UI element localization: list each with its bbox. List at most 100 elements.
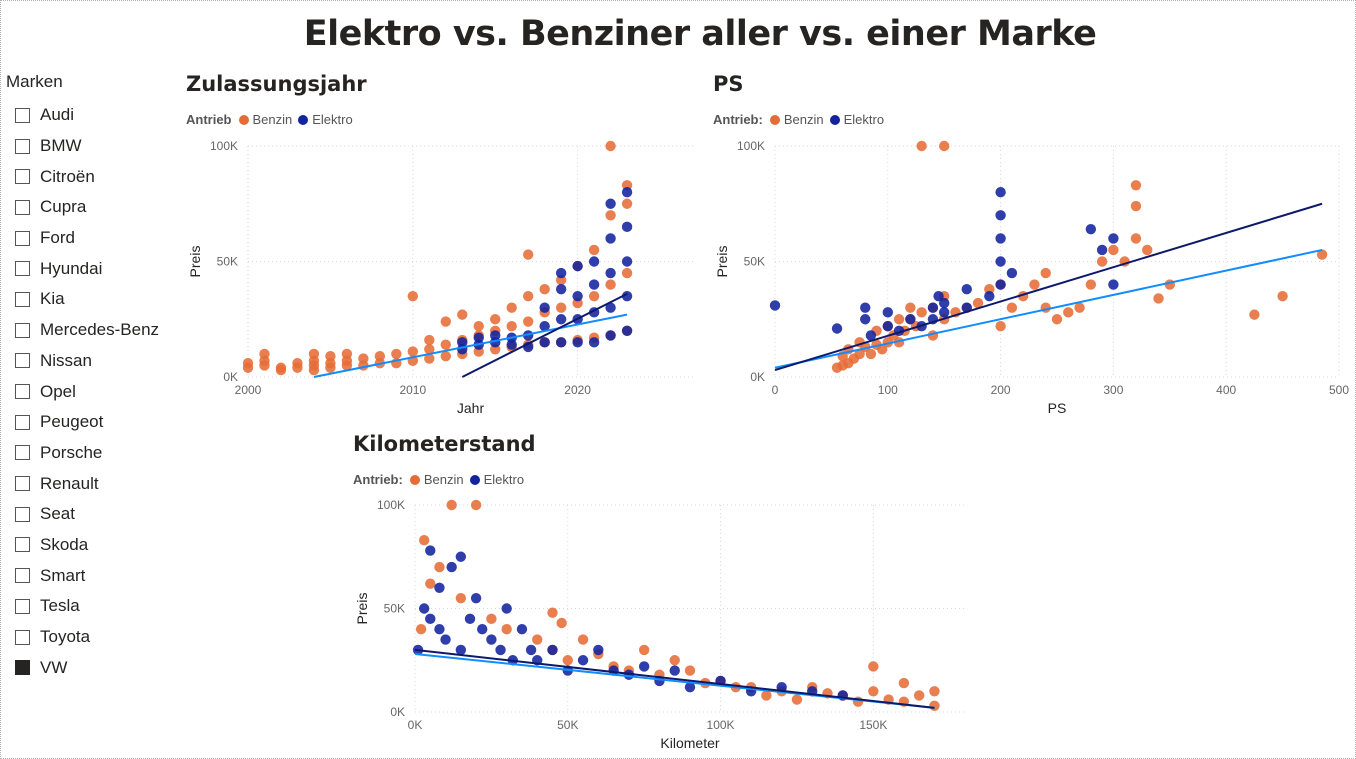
slicer-item-toyota[interactable]: Toyota [6,622,176,653]
chart-title: Kilometerstand [353,432,536,456]
data-point [929,700,940,711]
data-point [547,644,558,656]
data-point [939,140,950,152]
checkbox[interactable] [15,291,30,307]
data-point [621,198,633,209]
slicer-item-opel[interactable]: Opel [6,376,176,407]
slicer-item-skoda[interactable]: Skoda [6,530,176,561]
checkbox[interactable] [15,107,30,123]
data-point [325,351,336,362]
chart-kilometerstand[interactable]: Kilometerstand Antrieb: Benzin Elektro [353,432,973,752]
slicer-item-bmw[interactable]: BMW [6,131,176,162]
legend-item-elektro[interactable]: Elektro [469,472,524,487]
checkbox[interactable] [15,138,30,154]
slicer-item-smart[interactable]: Smart [6,560,176,591]
brand-slicer[interactable]: Marken Audi BMW Citroën Cupra Ford Hyundai Kia… [6,72,176,683]
data-point [555,267,567,279]
checkbox[interactable] [15,384,30,400]
x-tick-label: 0K [408,718,423,732]
checkbox[interactable] [15,568,30,584]
data-point [522,290,534,302]
series-benzin [831,140,1328,373]
slicer-item-mercedes-benz[interactable]: Mercedes-Benz [6,315,176,346]
slicer-item-ford[interactable]: Ford [6,223,176,254]
slicer-item-label: Seat [40,504,75,524]
data-point [860,302,871,313]
checkbox[interactable] [15,169,30,185]
slicer-item-label: BMW [40,136,82,156]
checkbox[interactable] [15,261,30,277]
data-point [440,339,451,350]
legend-item-benzin[interactable]: Benzin [769,112,824,127]
x-tick-label: 200 [991,383,1011,397]
slicer-item-tesla[interactable]: Tesla [6,591,176,622]
chart-ps[interactable]: PS Antrieb: Benzin Elektro [713,72,1343,422]
trendline-elektro [414,648,935,709]
chart-legend: Antrieb: Benzin Elektro [713,112,890,127]
legend-item-elektro[interactable]: Elektro [829,112,885,127]
checkbox[interactable] [15,537,30,553]
data-point [374,351,386,362]
data-point [882,320,893,332]
checkbox[interactable] [15,660,30,676]
data-point [876,344,888,355]
data-point [605,330,616,341]
data-point [434,624,445,635]
slicer-item-cupra[interactable]: Cupra [6,192,176,223]
data-point [1130,200,1142,212]
trendline-benzin [313,313,628,378]
checkbox[interactable] [15,506,30,522]
data-point [415,624,427,635]
data-point [242,357,254,369]
slicer-item-vw[interactable]: VW [6,652,176,683]
data-point [588,244,600,256]
series-elektro [457,187,633,355]
plot-zulassungsjahr[interactable]: 0K 50K 100K 2000 2010 2020 Jahr Preis [186,130,706,430]
data-point [984,290,995,302]
data-point [440,351,451,362]
checkbox[interactable] [15,476,30,492]
legend-item-benzin[interactable]: Benzin [238,112,292,127]
plot-ps[interactable]: 0K 50K 100K 0 100 200 300 400 500 PS Preis [713,130,1353,430]
slicer-item-kia[interactable]: Kia [6,284,176,315]
checkbox[interactable] [15,598,30,614]
slicer-item-hyundai[interactable]: Hyundai [6,253,176,284]
page-title: Elektro vs. Benziner aller vs. einer Mar… [303,14,1097,54]
data-point [605,233,616,244]
chart-legend: Antrieb: Benzin Elektro [353,472,530,487]
trendline-elektro [774,202,1323,372]
legend-label: Elektro [843,112,885,127]
slicer-item-renault[interactable]: Renault [6,468,176,499]
chart-zulassungsjahr[interactable]: Zulassungsjahr Antrieb Benzin Elektro [186,72,706,422]
plot-kilometerstand[interactable]: 0K 50K 100K 0K 50K 100K 150K Kilometer Preis [353,490,973,759]
slicer-item-nissan[interactable]: Nissan [6,346,176,377]
slicer-item-audi[interactable]: Audi [6,100,176,131]
slicer-item-label: Ford [40,228,75,248]
checkbox[interactable] [15,629,30,645]
checkbox[interactable] [15,230,30,246]
legend-item-elektro[interactable]: Elektro [298,112,353,127]
data-point [486,613,497,625]
y-tick-label: 100K [210,139,238,153]
data-point [358,353,369,364]
data-point [486,634,497,645]
data-point [605,198,616,209]
data-point [407,346,419,357]
data-point [440,634,451,645]
data-point [457,337,468,348]
slicer-item-seat[interactable]: Seat [6,499,176,530]
checkbox[interactable] [15,445,30,461]
checkbox[interactable] [15,414,30,430]
checkbox[interactable] [15,199,30,215]
checkbox[interactable] [15,353,30,369]
y-tick-label: 100K [377,498,405,512]
slicer-item-peugeot[interactable]: Peugeot [6,407,176,438]
slicer-item-citro-n[interactable]: Citroën [6,161,176,192]
data-point [516,624,528,635]
data-point [391,348,402,360]
slicer-item-porsche[interactable]: Porsche [6,438,176,469]
trendline-benzin [774,248,1323,369]
legend-item-benzin[interactable]: Benzin [409,472,464,487]
data-point [605,302,616,313]
checkbox[interactable] [15,322,30,338]
